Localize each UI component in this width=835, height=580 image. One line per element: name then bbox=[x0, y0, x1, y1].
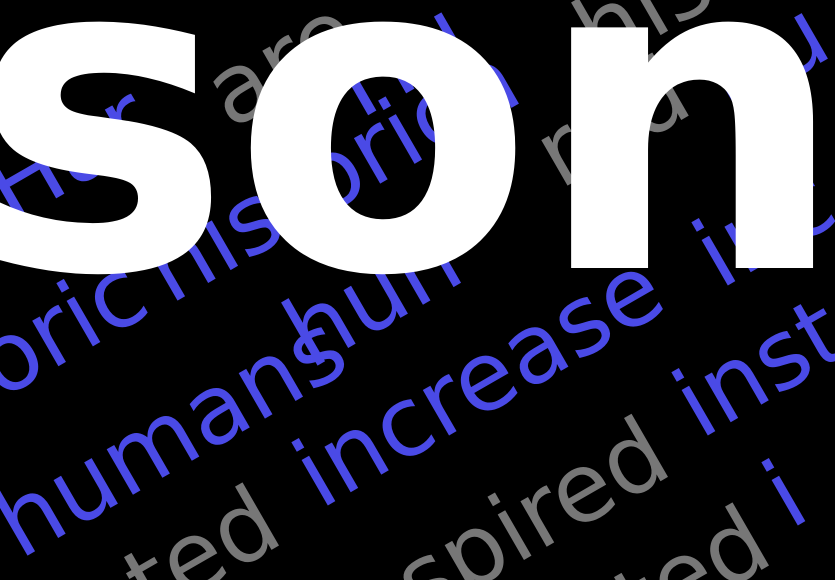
headline: son bbox=[0, 0, 835, 372]
